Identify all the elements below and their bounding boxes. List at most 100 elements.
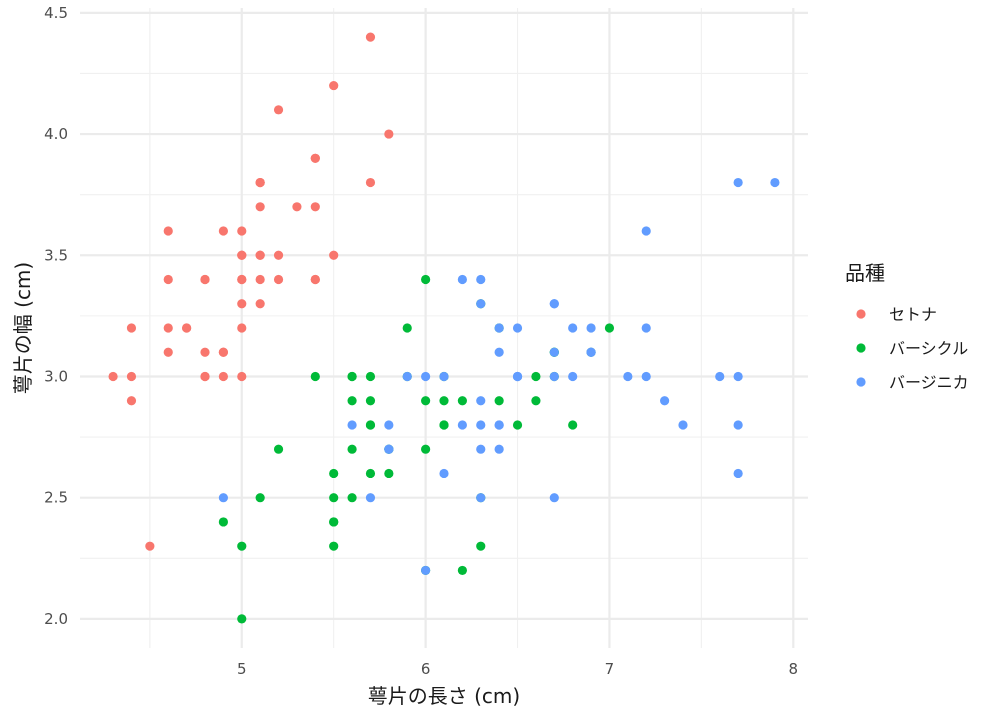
data-point (329, 493, 339, 503)
data-point (200, 347, 210, 357)
data-point (623, 371, 633, 382)
x-tick-label: 6 (421, 660, 431, 678)
data-point (237, 274, 247, 285)
data-point (329, 80, 339, 91)
data-point (457, 274, 467, 285)
legend-title: 品種 (845, 261, 885, 285)
data-point (255, 202, 265, 212)
data-point (329, 468, 339, 479)
series-group (218, 177, 780, 576)
data-point (273, 274, 284, 285)
data-point (549, 299, 559, 309)
data-point (255, 250, 265, 260)
data-point (512, 371, 523, 382)
data-point (512, 323, 523, 333)
data-point (531, 371, 541, 382)
data-point (237, 371, 247, 382)
data-point (365, 177, 376, 188)
data-point (365, 493, 376, 503)
data-point (237, 226, 247, 236)
data-point (218, 493, 228, 503)
series-group (108, 32, 394, 551)
data-point (494, 420, 504, 430)
data-point (329, 541, 339, 551)
data-point (126, 396, 137, 406)
data-point (770, 177, 780, 188)
data-point (218, 371, 228, 382)
data-point (310, 371, 320, 382)
data-point (733, 420, 743, 430)
data-point (641, 323, 651, 333)
data-point (568, 371, 578, 382)
data-point (733, 177, 743, 188)
data-point (421, 396, 431, 406)
data-point (365, 371, 376, 382)
data-point (568, 420, 578, 430)
data-point (439, 420, 449, 430)
data-point (108, 371, 118, 382)
data-point (421, 444, 431, 454)
data-point (163, 226, 173, 236)
data-point (255, 299, 265, 309)
data-point (126, 323, 137, 333)
data-point (457, 565, 467, 576)
legend-key (856, 309, 866, 319)
data-point (310, 274, 320, 285)
data-point (512, 420, 523, 430)
data-point (218, 347, 228, 357)
y-axis-title: 萼片の幅 (cm) (11, 262, 35, 394)
legend-key (856, 343, 866, 353)
data-point (200, 274, 210, 285)
data-point (568, 323, 578, 333)
data-point (200, 371, 210, 382)
data-point (237, 299, 247, 309)
data-point (476, 420, 486, 430)
data-point (476, 274, 486, 285)
data-point (549, 347, 559, 357)
data-point (255, 493, 265, 503)
data-point (237, 614, 247, 624)
data-point (678, 420, 688, 430)
data-point (494, 396, 504, 406)
y-tick-label: 2.0 (44, 610, 68, 628)
data-point (604, 323, 615, 333)
data-point (347, 371, 357, 382)
y-tick-label: 3.0 (44, 367, 68, 385)
data-point (365, 32, 376, 42)
data-point (273, 444, 284, 454)
data-point (549, 371, 559, 382)
data-point (476, 444, 486, 454)
data-point (237, 250, 247, 260)
data-point (384, 444, 394, 454)
data-point (641, 371, 651, 382)
data-point (347, 420, 357, 430)
plot-panel (80, 8, 808, 648)
legend-label: バーシクル (889, 339, 968, 358)
data-point (476, 299, 486, 309)
data-point (329, 250, 339, 260)
data-point (733, 468, 743, 479)
data-point (163, 274, 173, 285)
y-tick-label: 4.5 (44, 4, 68, 22)
x-tick-label: 5 (237, 660, 247, 678)
data-point (126, 371, 137, 382)
data-point (365, 468, 376, 479)
data-point (384, 420, 394, 430)
legend-label: セトナ (889, 305, 937, 324)
data-point (402, 371, 412, 382)
data-point (347, 396, 357, 406)
data-point (329, 517, 339, 527)
data-point (733, 371, 743, 382)
data-point (310, 153, 320, 163)
data-point (494, 444, 504, 454)
data-point (421, 371, 431, 382)
data-point (494, 347, 504, 357)
data-point (145, 541, 155, 551)
legend-label: バージニカ (889, 373, 969, 392)
y-tick-label: 2.5 (44, 489, 68, 507)
y-tick-label: 3.5 (44, 246, 68, 264)
data-point (384, 129, 394, 139)
